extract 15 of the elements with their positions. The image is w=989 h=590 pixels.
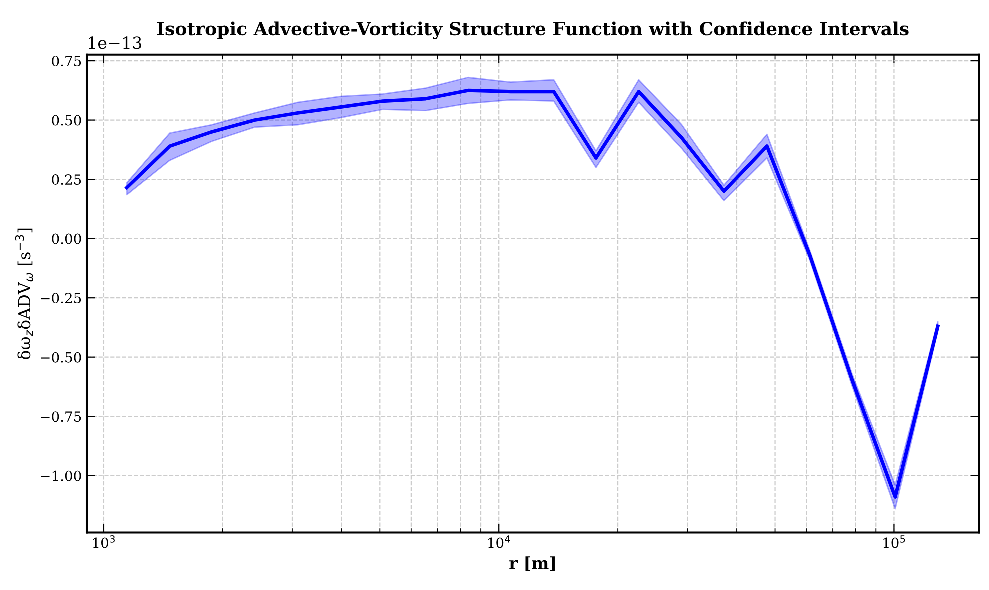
y-tick-label: 0.75 [52,56,82,67]
y-tick-label: −0.75 [41,412,82,422]
y-tick-label: −0.25 [41,293,82,304]
y-tick-label: −0.50 [41,352,82,363]
y-tick-label: 0.25 [52,174,82,186]
chart-title: Isotropic Advective-Vorticity Structure Function with Confidence Intervals [157,22,909,40]
x-tick-label: 10$^{5}$ [884,536,906,548]
y-tick-label: 0.50 [52,115,82,126]
y-tick-label: 0.00 [52,234,82,244]
text: 1e−13 [89,36,142,50]
x-tick-label: 10$^{3}$ [93,536,115,548]
y-axis-title: δω$_{z}$δADV$_{ω}$ [s$^{−3}$] [15,228,34,360]
x-tick-label: 10$^{4}$ [488,536,510,548]
y-tick-label: −1.00 [41,470,82,482]
x-axis-title: r [m] [510,556,555,572]
